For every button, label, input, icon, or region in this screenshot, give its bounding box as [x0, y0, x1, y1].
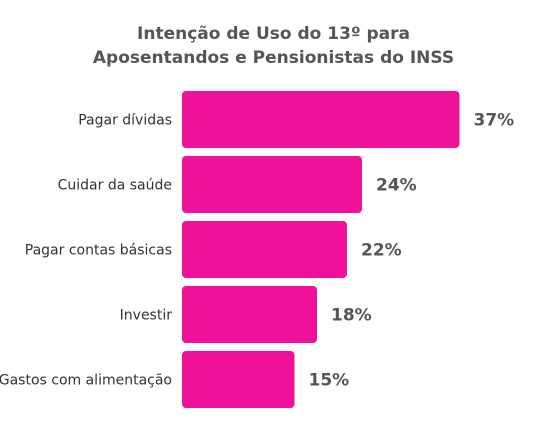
category-label-gastos-com-alimentacao: Gastos com alimentação [0, 373, 172, 389]
bar-pagar-dividas [182, 91, 460, 148]
chart-title-line-2: Aposentandos e Pensionistas do INSS [92, 48, 455, 68]
chart-title: Intenção de Uso do 13º para Aposentandos… [0, 22, 547, 70]
category-label-cuidar-da-saude: Cuidar da saúde [58, 178, 172, 194]
bar-investir [182, 286, 317, 343]
category-label-investir: Investir [120, 308, 173, 324]
value-label-investir: 18% [331, 306, 372, 326]
value-label-pagar-dividas: 37% [474, 111, 515, 131]
category-label-pagar-dividas: Pagar dívidas [78, 113, 172, 129]
chart-title-line-1: Intenção de Uso do 13º para [137, 24, 410, 44]
value-label-pagar-contas-basicas: 22% [361, 241, 402, 261]
bar-pagar-contas-basicas [182, 221, 347, 278]
value-label-cuidar-da-saude: 24% [376, 176, 417, 196]
category-label-pagar-contas-basicas: Pagar contas básicas [25, 243, 172, 259]
value-label-gastos-com-alimentacao: 15% [309, 371, 350, 391]
bar-cuidar-da-saude [182, 156, 362, 213]
bars-layer: Pagar dívidas 37% Cuidar da saúde 24% Pagar … [0, 91, 514, 408]
bar-gastos-com-alimentacao [182, 351, 295, 408]
